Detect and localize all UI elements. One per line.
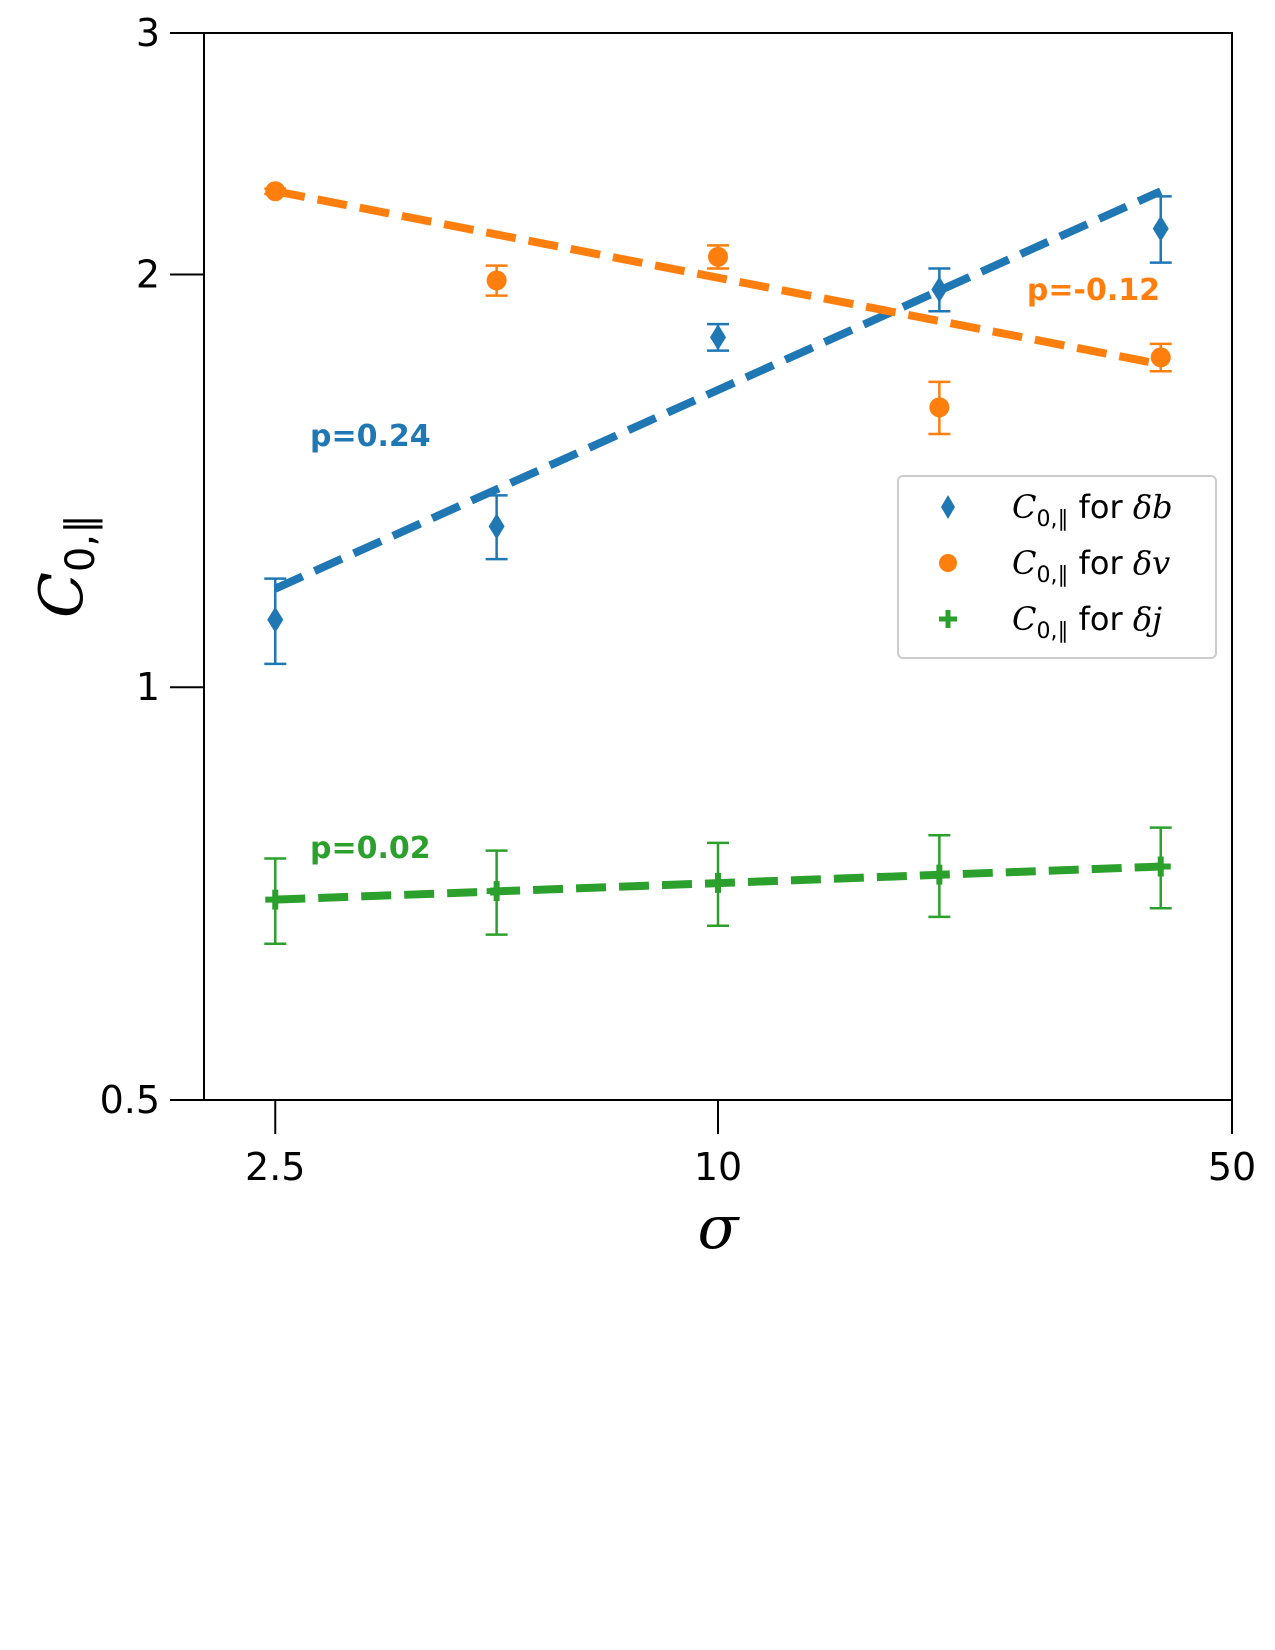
data-point-diamond [931,276,948,303]
data-point-circle [708,246,728,267]
data-point-circle [265,181,286,202]
legend-marker-diamond [941,495,955,519]
legend-marker-circle [939,554,957,572]
fit-annotation-δv: p=-0.12 [1027,273,1160,308]
x-tick-label: 50 [1208,1145,1256,1189]
data-point-plus [708,872,728,893]
y-axis-label: C0,∥ [27,514,104,618]
legend-label-δb: C0,∥ for δb [1012,488,1173,532]
y-tick-label: 1 [136,665,160,709]
fit-annotation-δb: p=0.24 [310,419,431,454]
data-point-circle [486,270,507,291]
x-tick-label: 10 [694,1145,742,1189]
data-point-diamond [488,513,505,540]
data-point-plus [1150,856,1171,877]
data-point-diamond [267,606,284,633]
data-point-plus [265,889,286,910]
legend-marker-plus [939,610,957,628]
legend-label-δv: C0,∥ for δv [1012,544,1170,588]
x-axis-label: σ [698,1193,741,1263]
legend-label-δj: C0,∥ for δj [1012,600,1162,644]
y-axis-label-sub: 0,∥ [58,514,104,572]
data-point-diamond [1152,215,1169,242]
fit-annotations: p=0.24 p=-0.12 p=0.02 [310,273,1160,866]
y-tick-label: 3 [136,11,160,55]
y-tick-label: 2 [136,252,160,296]
data-point-diamond [710,324,726,351]
data-point-circle [929,397,950,418]
fit-line-δv [274,187,1162,369]
data-point-plus [929,864,950,885]
data-point-circle [1150,347,1171,368]
y-axis-ticks: 0.5 1 2 3 [100,11,204,1122]
x-tick-label: 2.5 [245,1145,305,1189]
legend: C0,∥ for δb C0,∥ for δv C0,∥ for δj [897,475,1217,659]
fit-line-δb [273,187,1163,593]
legend-box [897,475,1217,659]
fit-annotation-δj: p=0.02 [310,831,431,866]
y-axis-label-main: C [27,572,97,618]
data-points [264,181,1172,946]
x-axis-ticks: 2.5 10 50 [245,1100,1256,1189]
y-tick-label: 0.5 [100,1078,160,1122]
data-point-plus [486,881,507,902]
